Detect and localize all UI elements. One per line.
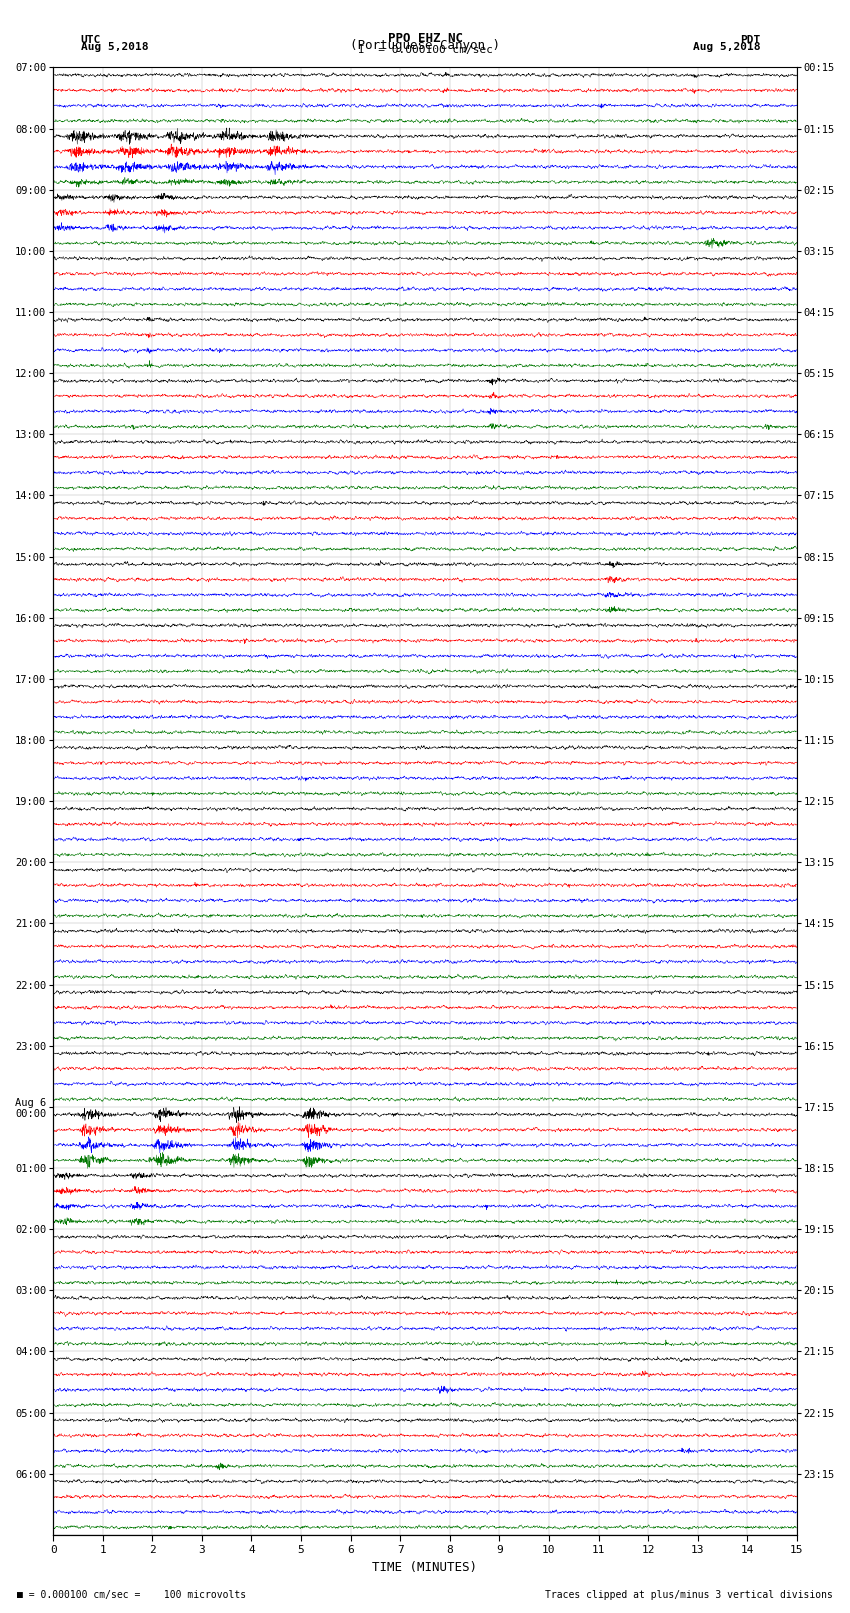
Text: ■ = 0.000100 cm/sec =    100 microvolts: ■ = 0.000100 cm/sec = 100 microvolts bbox=[17, 1590, 246, 1600]
X-axis label: TIME (MINUTES): TIME (MINUTES) bbox=[372, 1561, 478, 1574]
Text: I  = 0.000100 cm/sec: I = 0.000100 cm/sec bbox=[358, 45, 492, 55]
Text: Aug 5,2018: Aug 5,2018 bbox=[694, 42, 761, 52]
Text: PDT: PDT bbox=[740, 35, 761, 45]
Text: PPO EHZ NC: PPO EHZ NC bbox=[388, 32, 462, 45]
Text: (Portuguese Canyon ): (Portuguese Canyon ) bbox=[350, 39, 500, 52]
Text: Aug 5,2018: Aug 5,2018 bbox=[81, 42, 148, 52]
Text: Traces clipped at plus/minus 3 vertical divisions: Traces clipped at plus/minus 3 vertical … bbox=[545, 1590, 833, 1600]
Text: UTC: UTC bbox=[81, 35, 101, 45]
